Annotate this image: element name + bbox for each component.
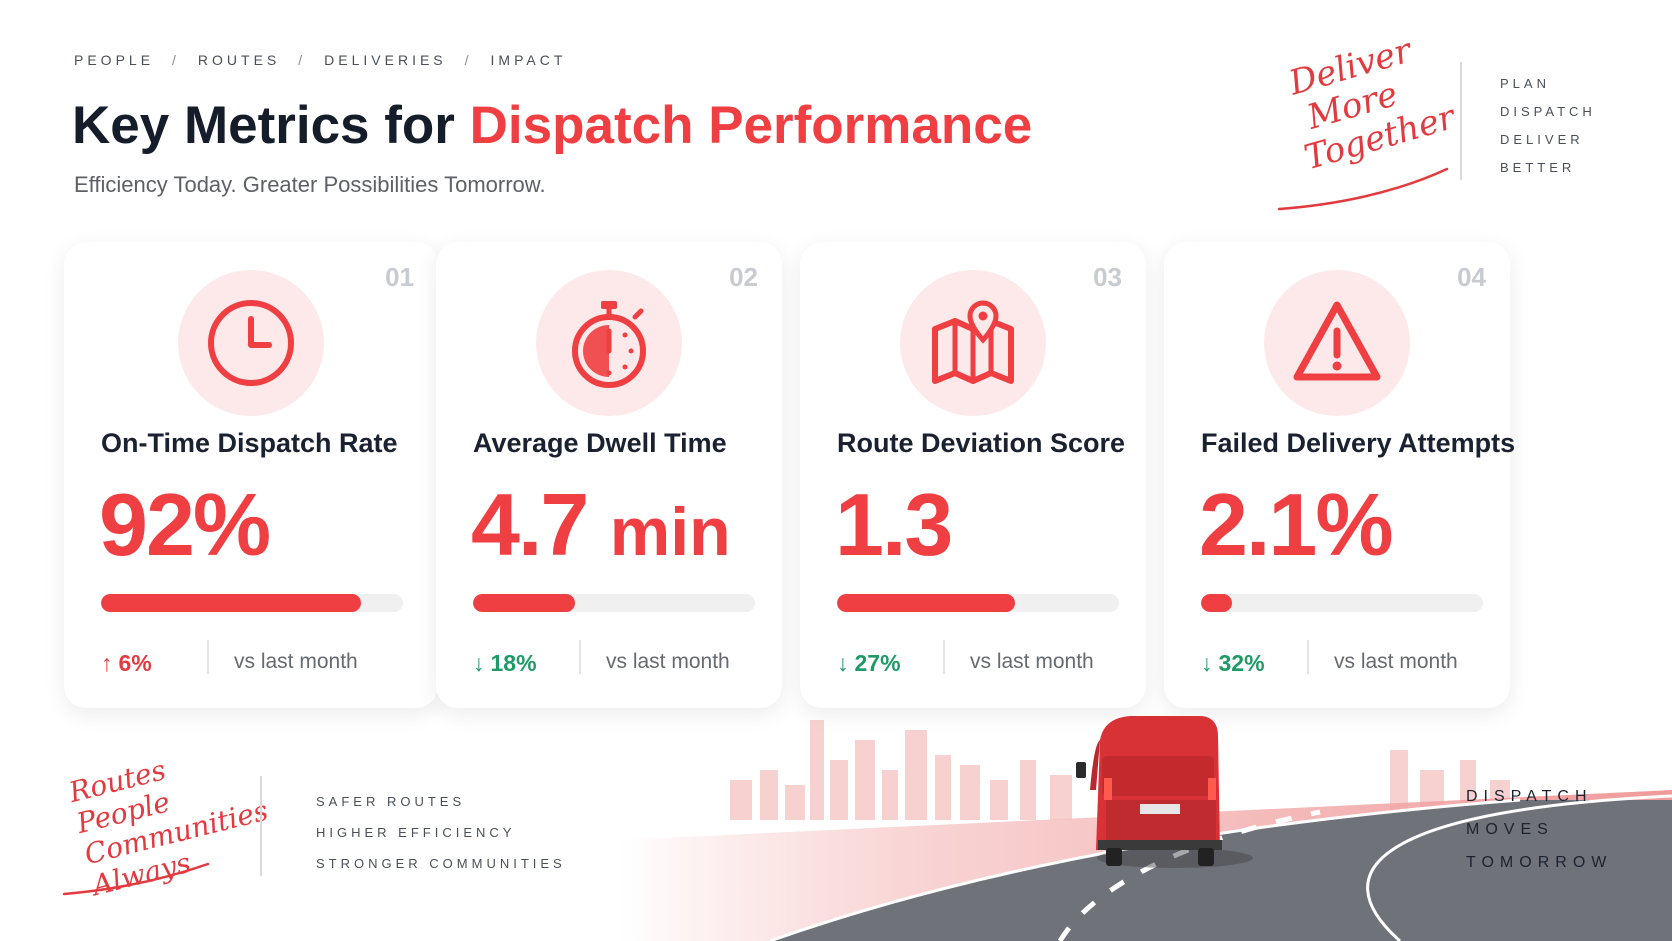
delta-value: 18% <box>490 650 537 676</box>
metric-value-number: 1.3 <box>835 475 953 574</box>
breadcrumb-separator: / <box>298 52 307 68</box>
progress-bar <box>837 594 1119 612</box>
stopwatch-icon <box>572 301 646 388</box>
page-title-prefix: Key Metrics for <box>72 96 470 155</box>
footer-value-item: SAFER ROUTES <box>316 794 466 809</box>
arrow-up-icon: ↑ <box>101 650 113 676</box>
metric-value-number: 92% <box>99 475 271 574</box>
progress-bar <box>101 594 403 612</box>
metric-value-unit: min <box>609 494 731 570</box>
map-pin-icon <box>932 300 1014 384</box>
icon-badge <box>536 270 682 416</box>
metric-value-number: 2.1% <box>1199 475 1394 574</box>
breadcrumb-item: DELIVERIES <box>324 52 447 68</box>
metric-card-route-deviation: 03 Route Deviation Score 1.3 ↓ 27% vs las… <box>800 242 1146 708</box>
footer-divider <box>260 776 262 876</box>
card-number: 01 <box>385 262 414 292</box>
clock-icon <box>208 300 294 386</box>
metric-label: Route Deviation Score <box>837 428 1126 458</box>
delta-divider <box>207 640 209 674</box>
delivery-van-icon <box>1076 716 1253 868</box>
progress-fill <box>837 594 1015 612</box>
tagline-word: DELIVER <box>1500 132 1584 147</box>
icon-badge <box>1264 270 1410 416</box>
delta-value: 32% <box>1218 650 1265 676</box>
tagline-word: PLAN <box>1500 76 1550 91</box>
breadcrumb-separator: / <box>172 52 180 68</box>
tagline-list: PLAN DISPATCH DELIVER BETTER <box>1500 70 1596 182</box>
arrow-down-icon: ↓ <box>473 650 485 676</box>
card-number: 04 <box>1457 262 1486 292</box>
card-number: 02 <box>729 262 758 292</box>
breadcrumb: PEOPLE / ROUTES / DELIVERIES / IMPACT <box>74 52 566 68</box>
progress-fill <box>473 594 575 612</box>
delta-value: 27% <box>854 650 901 676</box>
trend-delta: ↓ 18% <box>473 650 537 677</box>
comparison-text: vs last month <box>606 650 730 673</box>
metric-label: Failed Delivery Attempts <box>1201 428 1516 458</box>
metric-value: 4.7 min <box>471 474 731 576</box>
metric-label: Average Dwell Time <box>473 428 727 458</box>
road-van-illustration <box>620 716 1672 941</box>
metric-card-dwell-time: 02 Average Dwell Time 4.7 min ↓ 18% vs la… <box>436 242 782 708</box>
metric-value: 1.3 <box>835 474 953 576</box>
comparison-text: vs last month <box>970 650 1094 673</box>
metric-label: On-Time Dispatch Rate <box>101 428 398 458</box>
icon-badge <box>900 270 1046 416</box>
breadcrumb-item: IMPACT <box>490 52 567 68</box>
footer-motto: DISPATCH MOVES TOMORROW <box>1466 780 1612 879</box>
brand-script-logo: Deliver More Together <box>1285 25 1460 179</box>
comparison-text: vs last month <box>1334 650 1458 673</box>
road-surface <box>770 800 1672 941</box>
footer-values-list: SAFER ROUTES HIGHER EFFICIENCY STRONGER … <box>316 786 566 879</box>
trend-delta: ↑ 6% <box>101 650 152 677</box>
script-underline <box>1277 167 1449 211</box>
progress-fill <box>1201 594 1233 612</box>
header-divider <box>1460 62 1462 180</box>
trend-delta: ↓ 32% <box>1201 650 1265 677</box>
footer-script-underline <box>62 862 210 896</box>
progress-bar <box>473 594 755 612</box>
motto-word: DISPATCH <box>1466 788 1593 805</box>
progress-bar <box>1201 594 1483 612</box>
breadcrumb-separator: / <box>464 52 473 68</box>
page-title: Key Metrics for Dispatch Performance <box>72 95 1032 156</box>
footer-value-item: HIGHER EFFICIENCY <box>316 825 516 840</box>
tagline-word: BETTER <box>1500 160 1576 175</box>
delta-value: 6% <box>118 650 152 676</box>
page-subtitle: Efficiency Today. Greater Possibilities … <box>74 172 546 197</box>
breadcrumb-item: ROUTES <box>197 52 281 68</box>
motto-word: MOVES <box>1466 821 1554 838</box>
metric-card-on-time-dispatch: 01 On-Time Dispatch Rate 92% ↑ 6% vs last… <box>64 242 438 708</box>
metric-value: 92% <box>99 474 271 576</box>
page-title-accent: Dispatch Performance <box>469 96 1033 155</box>
metric-value-number: 4.7 <box>471 475 589 574</box>
warning-triangle-icon <box>1293 301 1381 381</box>
metric-card-failed-deliveries: 04 Failed Delivery Attempts 2.1% ↓ 32% vs… <box>1164 242 1515 708</box>
card-number: 03 <box>1093 262 1122 292</box>
progress-fill <box>101 594 361 612</box>
footer-value-item: STRONGER COMMUNITIES <box>316 856 566 871</box>
metric-value: 2.1% <box>1199 474 1394 576</box>
metric-cards: 01 On-Time Dispatch Rate 92% ↑ 6% vs last… <box>64 242 1619 712</box>
breadcrumb-item: PEOPLE <box>74 52 155 68</box>
trend-delta: ↓ 27% <box>837 650 901 677</box>
delta-divider <box>943 640 945 674</box>
motto-word: TOMORROW <box>1466 854 1613 871</box>
delta-divider <box>579 640 581 674</box>
arrow-down-icon: ↓ <box>837 650 849 676</box>
tagline-word: DISPATCH <box>1500 104 1596 119</box>
icon-badge <box>178 270 324 416</box>
comparison-text: vs last month <box>234 650 358 673</box>
delta-divider <box>1307 640 1309 674</box>
arrow-down-icon: ↓ <box>1201 650 1213 676</box>
